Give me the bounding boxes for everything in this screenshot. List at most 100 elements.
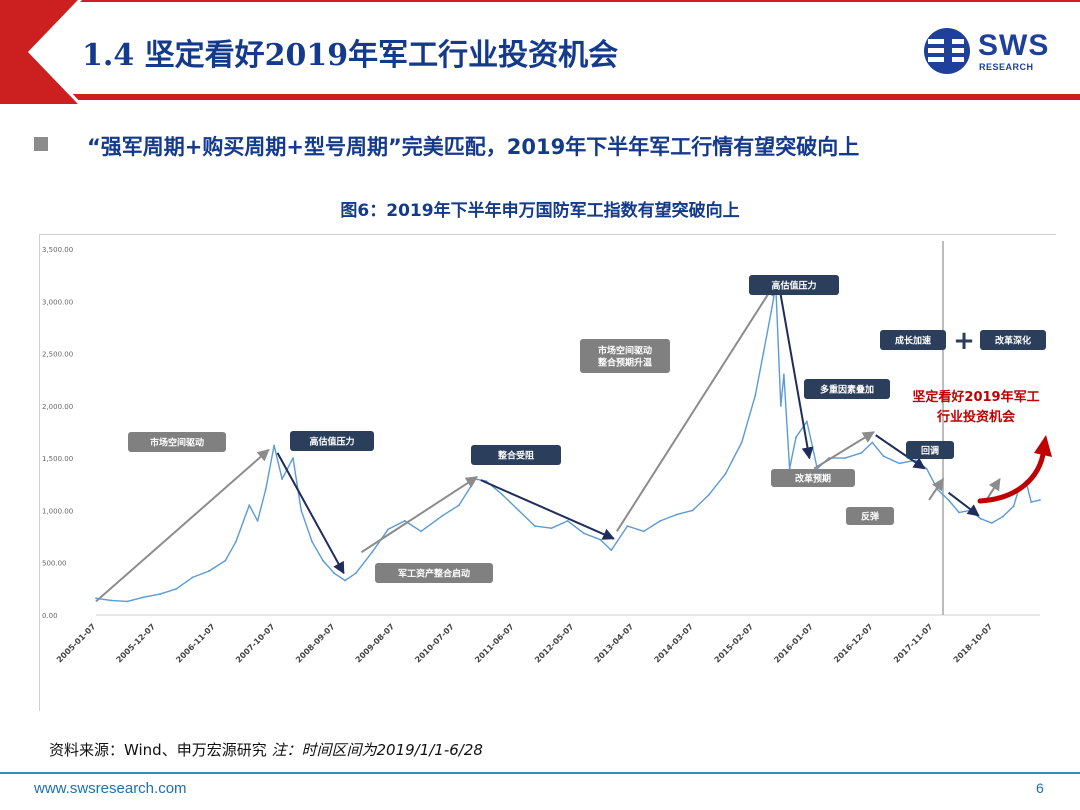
data-point (371, 551, 373, 554)
trend-arrow (928, 478, 944, 501)
annotation-box (804, 379, 890, 399)
x-tick-label: 2008-09-07 (294, 622, 337, 665)
annotation-box (749, 275, 839, 295)
trend-arrow (360, 476, 478, 554)
x-tick-label: 2005-01-07 (55, 622, 98, 665)
annotation-text: 多重因素叠加 (820, 384, 874, 396)
page-number: 6 (1036, 780, 1044, 796)
data-point (844, 457, 846, 460)
bullet-square-icon (34, 137, 48, 151)
data-point (806, 420, 808, 423)
x-tick-label: 2015-02-07 (713, 622, 756, 665)
x-tick-label: 2013-04-07 (593, 622, 636, 665)
y-tick-label: 3,000.00 (42, 298, 73, 306)
trend-arrow (95, 448, 270, 603)
data-point (142, 596, 145, 599)
data-point (882, 455, 885, 457)
data-point (354, 572, 357, 575)
data-point (292, 457, 294, 460)
data-point (344, 579, 346, 582)
data-point (234, 540, 237, 543)
annotation-box (290, 431, 374, 451)
figure-title: 图6：2019年下半年申万国防军工指数有望突破向上 (340, 201, 740, 221)
data-point (958, 511, 960, 514)
x-tick-label: 2011-06-07 (473, 622, 516, 665)
annotation-label: 高估值压力 (749, 275, 839, 295)
data-point (95, 597, 97, 600)
x-tick-label: 2017-11-07 (892, 622, 935, 665)
data-point (300, 509, 303, 512)
data-point (281, 478, 284, 480)
x-tick-label: 2006-11-07 (174, 622, 217, 665)
footer-url[interactable]: www.swsresearch.com (34, 780, 187, 797)
data-point (387, 528, 390, 531)
data-point (311, 540, 314, 543)
data-point (583, 532, 585, 535)
annotation-box (471, 445, 561, 465)
data-point (724, 472, 727, 475)
x-tick-label: 2012-05-07 (533, 622, 576, 665)
data-point (517, 509, 520, 512)
outlook-text: 坚定看好2019年军工 (912, 389, 1039, 405)
data-point (1012, 505, 1015, 508)
data-point (1001, 515, 1004, 518)
data-point (626, 525, 629, 528)
data-point (322, 559, 324, 562)
data-point (256, 519, 259, 522)
data-point (248, 504, 251, 507)
trend-arrow (985, 478, 1001, 501)
y-tick-label: 2,000.00 (42, 403, 73, 411)
trend-arrow (276, 452, 345, 575)
x-tick-label: 2016-12-07 (832, 622, 875, 665)
data-point (754, 394, 757, 397)
footer-divider (0, 772, 1080, 774)
data-point (273, 444, 275, 447)
source-note: 资料来源：Wind、申万宏源研究 注：时间区间为2019/1/1-6/28 (49, 739, 483, 760)
annotation-text: 军工资产整合启动 (398, 568, 470, 580)
annotation-label: 改革预期 (771, 469, 855, 487)
data-point (779, 404, 782, 407)
y-tick-label: 1,500.00 (42, 455, 73, 463)
annotation-label: 多重因素叠加 (804, 379, 890, 399)
data-point (420, 530, 422, 533)
x-tick-label: 2005-12-07 (115, 622, 158, 665)
source-text: 资料来源：Wind、申万宏源研究 (49, 741, 267, 759)
y-tick-label: 3,500.00 (42, 246, 73, 254)
annotation-text: 市场空间驱动 (150, 437, 204, 449)
data-point (441, 514, 444, 517)
data-point (501, 493, 504, 496)
annotation-text: 改革预期 (795, 473, 831, 485)
x-tick-label: 2009-08-07 (354, 622, 397, 665)
source-remark: 注：时间区间为2019/1/1-6/28 (271, 741, 483, 759)
chart-frame: 0.00 500.00 1,000.00 1,500.00 2,000.00 2,500.… (39, 234, 1056, 711)
trend-arrow (777, 282, 814, 460)
trend-arrow (480, 479, 615, 540)
annotation-label: 高估值压力 (290, 431, 374, 451)
data-point (860, 452, 863, 454)
y-tick-label: 0.00 (42, 612, 58, 620)
data-point (1030, 501, 1033, 503)
data-point (191, 576, 194, 579)
x-tick-label: 2010-07-07 (413, 622, 456, 665)
data-point (770, 310, 773, 313)
data-point (126, 600, 129, 603)
trend-arrow (616, 283, 776, 532)
sws-logo-icon (924, 28, 970, 74)
annotation-box (128, 432, 226, 452)
data-point (224, 559, 227, 562)
annotation-label: 反弹 (846, 507, 894, 525)
annotation-text: 整合受阻 (497, 450, 534, 462)
data-point (458, 504, 460, 507)
data-point (599, 538, 602, 541)
data-point (898, 462, 901, 465)
data-point (1039, 499, 1041, 501)
x-tick-label: 2018-10-07 (952, 622, 995, 665)
x-tick-label: 2016-01-07 (772, 622, 815, 665)
y-tick-label: 500.00 (42, 560, 67, 568)
data-point (871, 441, 874, 444)
data-point (947, 499, 950, 501)
trend-arrow (875, 434, 926, 470)
annotation-text: 整合预期升温 (597, 357, 652, 369)
data-point (642, 530, 645, 533)
data-point (550, 527, 553, 530)
